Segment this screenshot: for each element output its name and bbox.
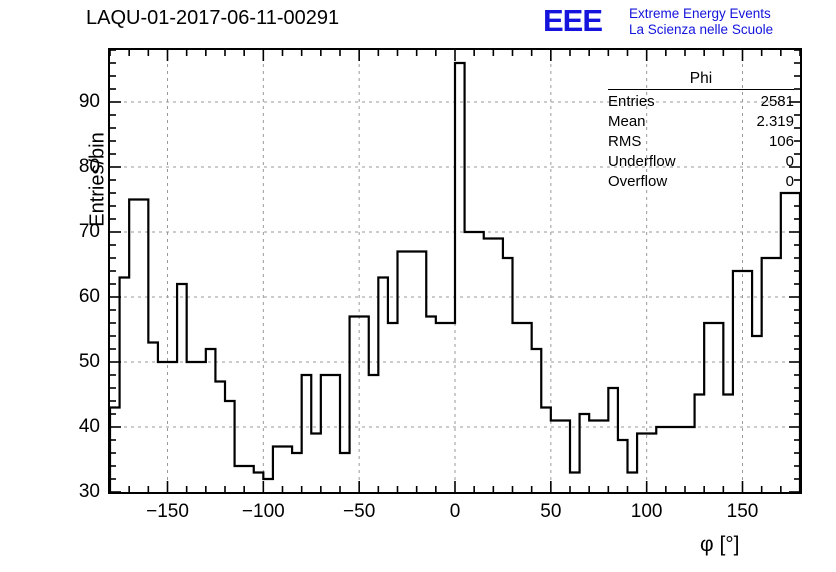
x-axis-title: φ [°]: [700, 533, 740, 556]
stats-row-value: 0: [785, 153, 794, 170]
x-axis-tick-label: −100: [241, 501, 285, 522]
stats-row-key: RMS: [608, 133, 642, 150]
page-title: LAQU-01-2017-06-11-00291: [86, 7, 340, 29]
y-axis-tick-label: 90: [78, 91, 100, 112]
stats-row: RMS 106: [608, 132, 794, 152]
stats-row: Underflow 0: [608, 152, 794, 172]
histogram-plot: [110, 50, 800, 492]
stats-row-key: Entries: [608, 93, 655, 110]
y-axis-tick-label: 30: [78, 481, 100, 502]
stats-box: Phi Entries 2581 Mean 2.319 RMS 106 Underflow 0…: [608, 70, 794, 192]
x-axis-tick-label: 100: [630, 501, 663, 522]
y-axis-tick-label: 60: [78, 286, 100, 307]
y-axis-tick-label: 50: [78, 351, 100, 372]
stats-divider: [608, 89, 794, 90]
stats-row: Mean 2.319: [608, 112, 794, 132]
y-axis-tick-label: 80: [78, 156, 100, 177]
stats-rows: Entries 2581 Mean 2.319 RMS 106 Underflow 0 Over…: [608, 92, 794, 192]
stats-row-key: Overflow: [608, 173, 668, 190]
stats-row: Entries 2581: [608, 92, 794, 112]
x-axis-tick-label: 150: [726, 501, 759, 522]
stats-row-value: 106: [768, 133, 794, 150]
stats-row-value: 2581: [760, 93, 794, 110]
eee-logo-line2: La Scienza nelle Scuole: [629, 21, 774, 37]
eee-logo-mark: EEE: [543, 3, 603, 38]
y-axis-tick-label: 70: [78, 221, 100, 242]
x-axis-tick-label: 0: [449, 501, 461, 522]
stats-row-value: 2.319: [756, 113, 794, 130]
stats-row: Overflow 0: [608, 172, 794, 192]
stats-title: Phi: [689, 70, 713, 87]
histogram-outline: [110, 61, 800, 492]
stats-row-value: 0: [785, 173, 794, 190]
x-axis-tick-label: −150: [146, 501, 189, 522]
x-axis-tick-label: −50: [343, 501, 376, 522]
eee-logo-line1: Extreme Energy Events: [629, 6, 771, 21]
stats-row-key: Underflow: [608, 153, 676, 170]
plot-frame: [108, 48, 802, 494]
eee-logo: EEE Extreme Energy Events La Scienza nel…: [543, 4, 833, 40]
y-axis-tick-label: 40: [78, 416, 100, 437]
eee-logo-text: Extreme Energy Events La Scienza nelle S…: [629, 6, 773, 37]
stats-row-key: Mean: [608, 113, 646, 130]
x-axis-tick-label: 50: [540, 501, 562, 522]
